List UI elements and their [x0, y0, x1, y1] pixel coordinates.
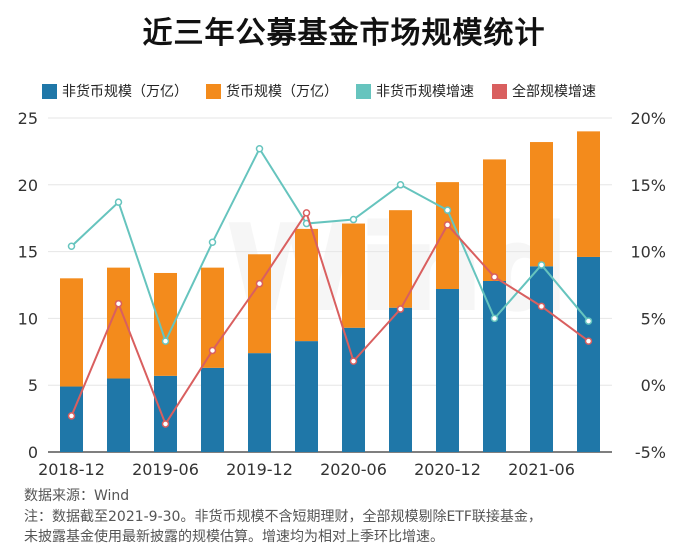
- point-nonmoney-growth: [255, 144, 264, 153]
- point-nonmoney-growth: [584, 317, 593, 325]
- legend-swatch-total-growth: [492, 83, 507, 99]
- legend-label-total-growth: 全部规模增速: [512, 84, 596, 100]
- y-left-tick-label: 5: [28, 376, 38, 395]
- footnote-line-1: 注：数据截至2021-9-30。非货币规模不含短期理财，全部规模剔除ETF联接基…: [24, 509, 542, 525]
- legend-swatch-nonmoney-scale: [42, 83, 57, 99]
- bar-money-scale: [295, 228, 318, 342]
- point-total-growth: [349, 357, 358, 365]
- point-total-growth: [302, 209, 311, 217]
- bar-money-scale: [483, 159, 506, 281]
- x-tick-label: 2021-06: [508, 460, 575, 479]
- line-total-growth: [70, 210, 590, 427]
- bar-money-scale: [577, 131, 600, 257]
- point-total-growth: [161, 420, 170, 428]
- x-tick-label: 2019-12: [226, 460, 293, 479]
- point-total-growth: [67, 412, 76, 420]
- legend-label-nonmoney-scale: 非货币规模（万亿）: [62, 84, 188, 100]
- bar-money-scale: [389, 210, 412, 308]
- bar-nonmoney-scale: [154, 375, 177, 452]
- source-note: 数据来源：Wind: [24, 488, 130, 504]
- legend-item-nonmoney-scale: 非货币规模（万亿）: [42, 81, 188, 101]
- legend: 非货币规模（万亿） 货币规模（万亿） 非货币规模增速 全部规模增速: [42, 81, 596, 101]
- y-right-tick-label: 0%: [641, 376, 666, 395]
- y-right-tick-label: 15%: [630, 176, 666, 195]
- x-tick-label: 2018-12: [38, 460, 105, 479]
- y-left-tick-label: 20: [18, 176, 38, 195]
- point-nonmoney-growth: [161, 337, 170, 345]
- chart-title: 近三年公募基金市场规模统计: [142, 16, 546, 51]
- bar-money-scale: [60, 278, 83, 387]
- bar-nonmoney-scale: [436, 289, 459, 452]
- bar-money-scale: [248, 254, 271, 354]
- y-left-tick-label: 25: [18, 109, 38, 128]
- legend-item-nonmoney-growth: 非货币规模增速: [356, 81, 474, 101]
- y-right-tick-label: 10%: [630, 243, 666, 262]
- point-nonmoney-growth: [537, 261, 546, 269]
- x-tick-label: 2020-06: [320, 460, 387, 479]
- bar-nonmoney-scale: [530, 266, 553, 452]
- point-nonmoney-growth: [114, 198, 123, 206]
- x-tick-label: 2020-12: [414, 460, 481, 479]
- y-left-tick-label: 10: [18, 309, 38, 328]
- line-nonmoney-growth: [70, 146, 590, 344]
- footnote-line-2: 未披露基金使用最新披露的规模估算。增速均为相对上季环比增速。: [24, 529, 444, 545]
- point-total-growth: [255, 279, 264, 288]
- bar-nonmoney-scale: [483, 280, 506, 452]
- point-nonmoney-growth: [67, 242, 76, 251]
- point-nonmoney-growth: [490, 314, 499, 323]
- y-right-tick-label: 5%: [641, 309, 666, 328]
- point-total-growth: [584, 337, 593, 345]
- point-total-growth: [537, 302, 546, 311]
- legend-swatch-nonmoney-growth: [356, 83, 371, 99]
- bar-money-scale: [342, 223, 365, 328]
- bar-money-scale: [107, 267, 130, 379]
- bar-nonmoney-scale: [389, 307, 412, 452]
- legend-swatch-money-scale: [206, 83, 221, 99]
- legend-item-money-scale: 货币规模（万亿）: [206, 81, 338, 101]
- point-nonmoney-growth: [349, 215, 358, 224]
- point-nonmoney-growth: [443, 206, 452, 214]
- y-left-tick-label: 15: [18, 243, 38, 262]
- bar-money-scale: [154, 272, 177, 376]
- x-tick-label: 2019-06: [132, 460, 199, 479]
- point-total-growth: [396, 305, 405, 313]
- bar-money-scale: [436, 182, 459, 290]
- bar-nonmoney-scale: [295, 341, 318, 452]
- y-left-tick-label: 0: [28, 443, 38, 462]
- legend-label-money-scale: 货币规模（万亿）: [226, 84, 338, 100]
- bar-nonmoney-scale: [107, 378, 130, 452]
- y-right-tick-label: 20%: [630, 109, 666, 128]
- bar-nonmoney-scale: [342, 327, 365, 452]
- legend-item-total-growth: 全部规模增速: [492, 81, 596, 101]
- y-right-tick-label: -5%: [635, 443, 666, 462]
- point-total-growth: [443, 221, 452, 229]
- point-total-growth: [490, 273, 499, 281]
- legend-label-nonmoney-growth: 非货币规模增速: [376, 84, 474, 100]
- bar-nonmoney-scale: [248, 353, 271, 452]
- bar-money-scale: [530, 142, 553, 267]
- point-total-growth: [114, 299, 123, 308]
- bar-nonmoney-scale: [577, 256, 600, 452]
- bar-nonmoney-scale: [201, 367, 224, 452]
- point-nonmoney-growth: [208, 238, 217, 246]
- point-nonmoney-growth: [396, 181, 405, 189]
- point-total-growth: [208, 346, 217, 355]
